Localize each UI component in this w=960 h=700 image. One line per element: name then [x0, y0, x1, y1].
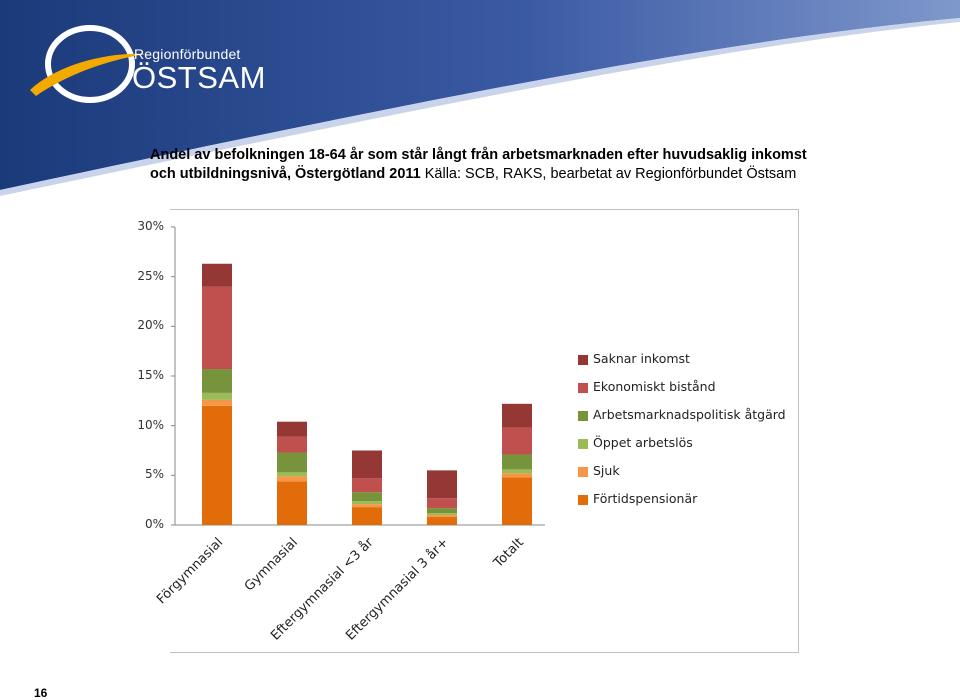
legend-label: Förtidspensionär [593, 491, 698, 506]
bar-segment [427, 513, 457, 516]
bar-segment [202, 286, 232, 370]
bar-segment [277, 476, 307, 482]
legend-swatch [578, 495, 588, 505]
bar-segment [352, 450, 382, 479]
bar-segment [352, 507, 382, 525]
bar-segment [352, 504, 382, 508]
bar-segment [502, 454, 532, 470]
bar-segment [277, 481, 307, 525]
bar-segment [352, 501, 382, 505]
y-tick-label: 20% [137, 318, 164, 333]
bar-segment [502, 427, 532, 455]
legend-swatch [578, 355, 588, 365]
bar-segment [202, 263, 232, 287]
bar-segment [277, 452, 307, 473]
bar-segment [352, 492, 382, 502]
bar-segment [202, 392, 232, 400]
title-source: Källa: SCB, RAKS, bearbetat av Regionför… [424, 166, 797, 182]
bar-segment [277, 472, 307, 477]
title-line-1: Andel av befolkningen 18-64 år som står … [150, 147, 807, 163]
header-banner [0, 0, 960, 196]
y-tick-label: 30% [137, 219, 164, 233]
logo-ring-icon [30, 25, 146, 103]
bar-segment [277, 421, 307, 437]
legend-swatch [578, 439, 588, 449]
y-tick-label: 10% [137, 417, 164, 432]
bar-segment [502, 473, 532, 478]
page-number: 16 [34, 686, 48, 700]
bar-segment [427, 470, 457, 499]
legend-swatch [578, 411, 588, 421]
legend-swatch [578, 467, 588, 477]
y-tick-label: 5% [144, 467, 164, 482]
legend-label: Arbetsmarknadspolitisk åtgärd [593, 407, 786, 422]
bar-segment [202, 405, 232, 525]
bar-segment [202, 399, 232, 406]
y-tick-label: 15% [137, 368, 164, 382]
bar-segment [427, 498, 457, 509]
chart-frame [170, 209, 799, 653]
bar-segment [502, 477, 532, 525]
legend-label: Saknar inkomst [593, 351, 690, 366]
logo-subtitle: Regionförbundet [134, 46, 241, 62]
title-line-2: och utbildningsnivå, Östergötland 2011 [150, 166, 421, 182]
logo-wordmark: ÖSTSAM [132, 60, 266, 95]
legend-label: Öppet arbetslös [593, 435, 693, 450]
bar-segment [427, 515, 457, 518]
bar-segment [427, 508, 457, 514]
bar-segment [427, 517, 457, 525]
bar-segment [502, 403, 532, 428]
bar-segment [277, 436, 307, 453]
legend-label: Sjuk [593, 463, 620, 478]
bar-segment [502, 469, 532, 474]
y-tick-label: 25% [137, 268, 164, 283]
y-tick-label: 0% [144, 517, 164, 531]
bar-segment [202, 369, 232, 393]
bar-segment [352, 478, 382, 493]
ostsam-logo: Regionförbundet ÖSTSAM [28, 24, 265, 108]
chart-title: Andel av befolkningen 18-64 år som står … [150, 146, 910, 184]
legend-label: Ekonomiskt bistånd [593, 379, 716, 394]
legend-swatch [578, 383, 588, 393]
